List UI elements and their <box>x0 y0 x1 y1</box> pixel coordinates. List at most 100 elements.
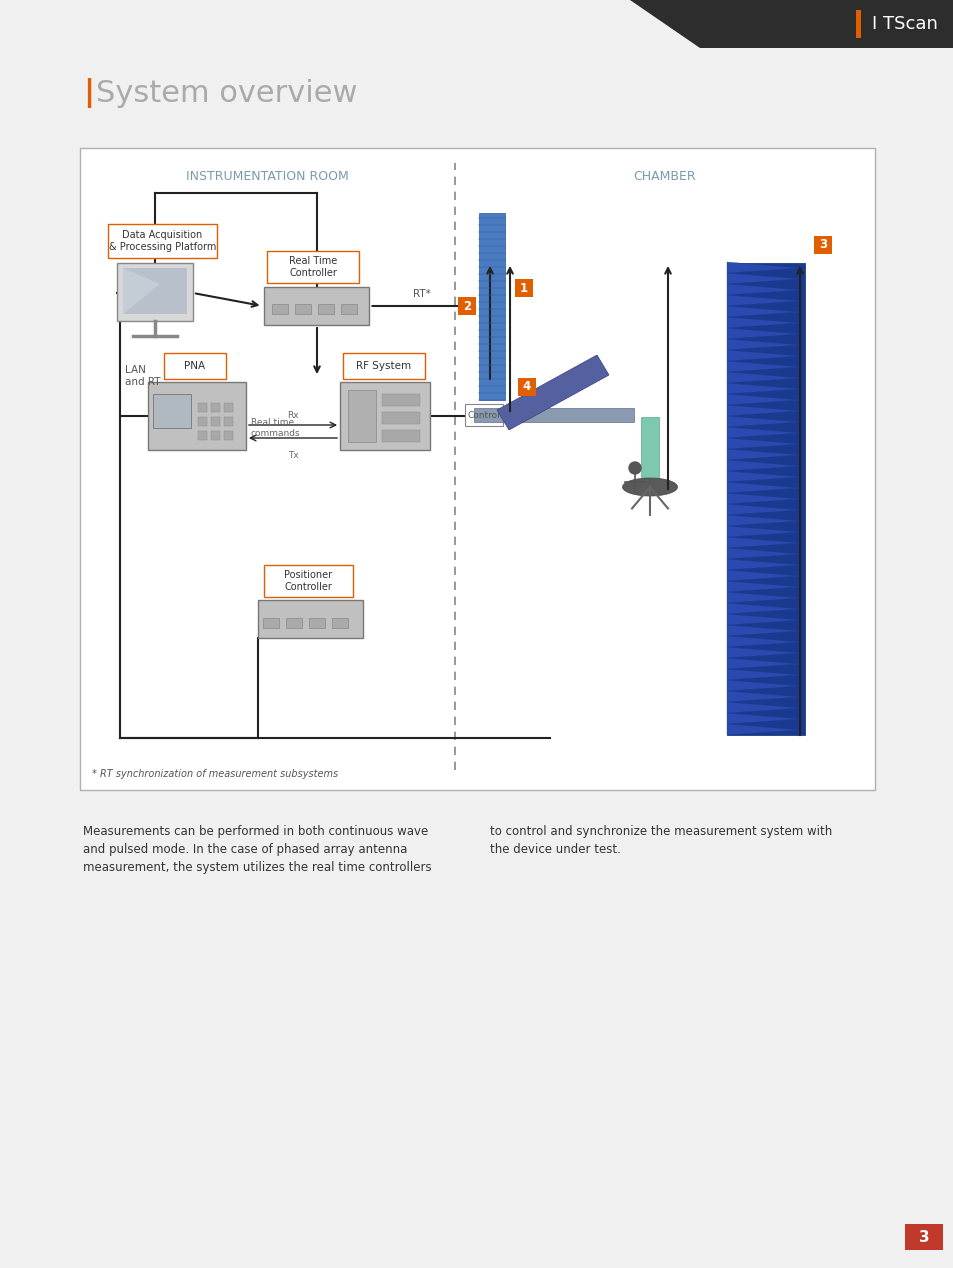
Text: RF System: RF System <box>356 361 411 372</box>
Bar <box>198 417 207 426</box>
Bar <box>381 394 419 406</box>
Polygon shape <box>726 581 800 592</box>
Bar <box>309 618 325 628</box>
Bar <box>640 417 659 487</box>
Bar <box>198 403 207 412</box>
Bar <box>904 1224 942 1250</box>
FancyBboxPatch shape <box>117 262 193 321</box>
FancyBboxPatch shape <box>517 378 536 396</box>
Bar <box>381 430 419 443</box>
Text: Data Acquisition
& Processing Platform: Data Acquisition & Processing Platform <box>109 231 216 252</box>
Polygon shape <box>726 262 800 273</box>
FancyBboxPatch shape <box>267 251 358 283</box>
Bar <box>317 304 334 314</box>
Bar <box>381 412 419 424</box>
FancyBboxPatch shape <box>343 353 424 379</box>
Bar <box>855 10 861 38</box>
Bar <box>286 618 302 628</box>
Polygon shape <box>726 691 800 702</box>
Bar <box>123 268 187 314</box>
Bar <box>0 0 953 48</box>
Polygon shape <box>726 724 800 735</box>
Polygon shape <box>726 339 800 350</box>
Polygon shape <box>726 306 800 317</box>
Bar <box>198 431 207 440</box>
Polygon shape <box>726 295 800 306</box>
Polygon shape <box>726 614 800 625</box>
Polygon shape <box>726 482 800 493</box>
Polygon shape <box>726 493 800 503</box>
Polygon shape <box>726 317 800 328</box>
Polygon shape <box>726 328 800 339</box>
Bar <box>272 304 288 314</box>
Polygon shape <box>726 449 800 460</box>
Bar <box>263 618 278 628</box>
FancyBboxPatch shape <box>264 566 353 597</box>
Bar <box>464 404 502 426</box>
Text: 2: 2 <box>462 299 471 312</box>
Bar <box>211 403 220 412</box>
Text: 3: 3 <box>818 238 826 251</box>
Polygon shape <box>726 427 800 437</box>
Polygon shape <box>0 0 700 48</box>
Polygon shape <box>726 273 800 284</box>
Polygon shape <box>726 284 800 295</box>
Text: 4: 4 <box>522 380 531 393</box>
Text: PNA: PNA <box>184 361 205 372</box>
Bar <box>211 431 220 440</box>
Polygon shape <box>726 416 800 427</box>
Polygon shape <box>726 470 800 482</box>
Polygon shape <box>497 355 608 430</box>
Polygon shape <box>726 604 800 614</box>
Bar <box>148 382 246 450</box>
FancyBboxPatch shape <box>257 600 363 638</box>
FancyBboxPatch shape <box>108 224 216 257</box>
Text: Positioner
Controller: Positioner Controller <box>284 571 333 592</box>
Polygon shape <box>726 394 800 404</box>
Bar <box>211 417 220 426</box>
Polygon shape <box>123 268 160 314</box>
Bar <box>348 391 375 443</box>
Text: INSTRUMENTATION ROOM: INSTRUMENTATION ROOM <box>186 170 349 183</box>
Polygon shape <box>726 680 800 691</box>
Text: RT*: RT* <box>413 289 431 299</box>
Polygon shape <box>726 713 800 724</box>
Text: |: | <box>83 79 94 108</box>
FancyBboxPatch shape <box>164 353 226 379</box>
Text: Measurements can be performed in both continuous wave
and pulsed mode. In the ca: Measurements can be performed in both co… <box>83 825 431 874</box>
Bar <box>340 304 356 314</box>
Polygon shape <box>726 372 800 383</box>
Text: System overview: System overview <box>96 79 357 108</box>
Bar <box>224 431 233 440</box>
FancyBboxPatch shape <box>457 297 476 314</box>
Polygon shape <box>726 526 800 538</box>
Bar <box>478 213 504 399</box>
Polygon shape <box>726 559 800 571</box>
Bar <box>726 262 804 735</box>
FancyBboxPatch shape <box>813 236 831 254</box>
Text: 3: 3 <box>918 1230 928 1244</box>
Polygon shape <box>726 637 800 647</box>
Polygon shape <box>726 437 800 449</box>
Polygon shape <box>726 647 800 658</box>
Circle shape <box>628 462 640 474</box>
Polygon shape <box>726 571 800 581</box>
Polygon shape <box>726 625 800 637</box>
Bar <box>474 408 634 422</box>
Bar <box>332 618 348 628</box>
Polygon shape <box>726 658 800 670</box>
Text: Tx: Tx <box>287 450 298 459</box>
Text: * RT synchronization of measurement subsystems: * RT synchronization of measurement subs… <box>91 768 337 779</box>
Bar <box>224 417 233 426</box>
FancyBboxPatch shape <box>515 279 533 297</box>
Text: Real Time
Controller: Real Time Controller <box>289 256 336 278</box>
Ellipse shape <box>622 478 677 496</box>
Polygon shape <box>726 592 800 604</box>
Text: CHAMBER: CHAMBER <box>633 170 696 183</box>
Polygon shape <box>726 548 800 559</box>
Bar <box>152 394 191 429</box>
Polygon shape <box>726 460 800 470</box>
Polygon shape <box>726 702 800 713</box>
Polygon shape <box>726 670 800 680</box>
Bar <box>294 304 311 314</box>
